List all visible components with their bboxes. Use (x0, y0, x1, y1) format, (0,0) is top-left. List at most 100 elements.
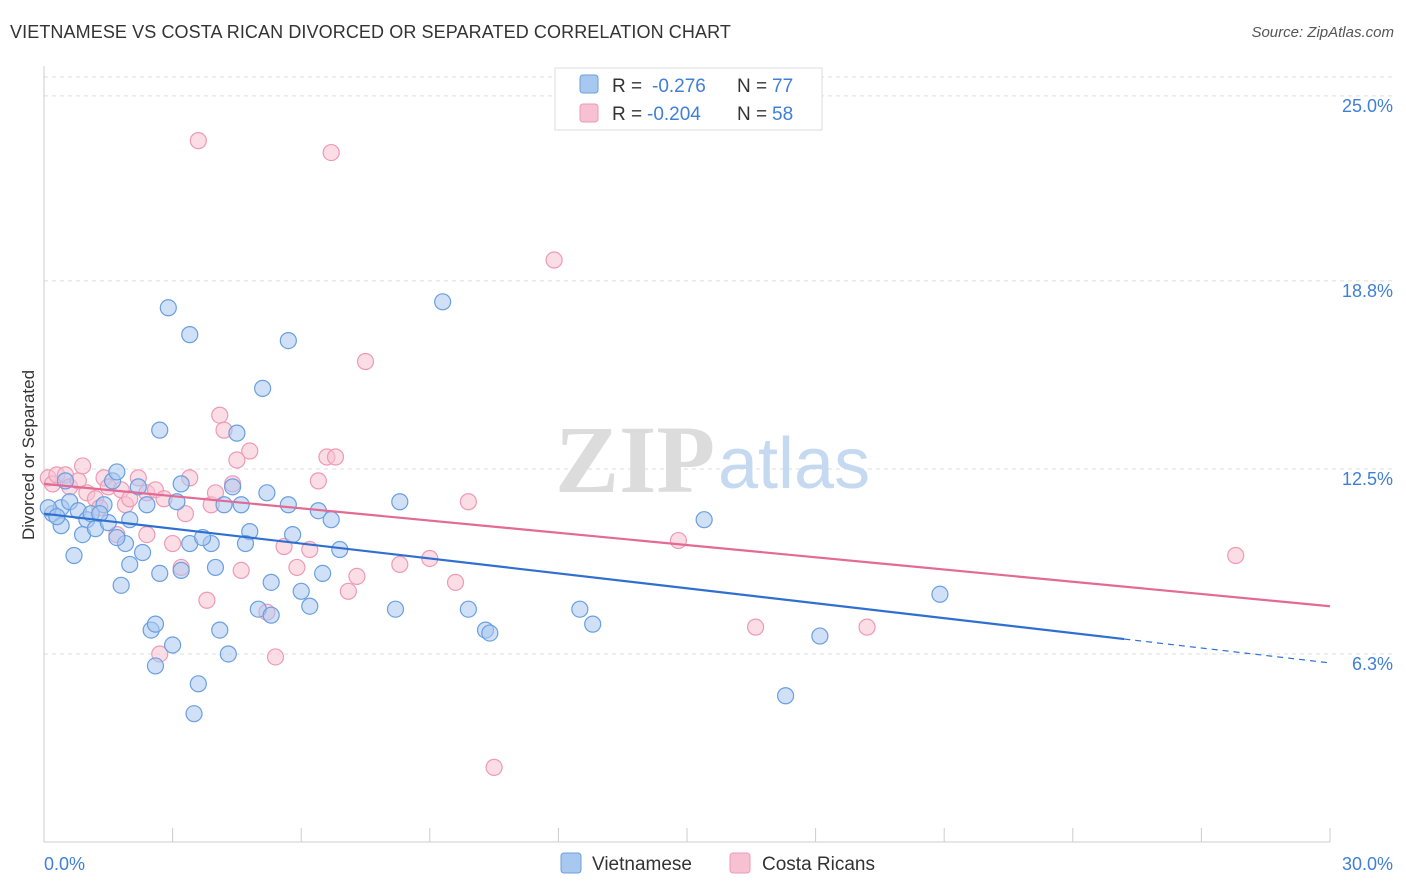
chart-title: VIETNAMESE VS COSTA RICAN DIVORCED OR SE… (10, 22, 731, 42)
watermark: ZIP atlas (555, 406, 870, 513)
vietnamese-trend-extension (1124, 638, 1331, 664)
vietnamese-point (584, 615, 602, 633)
vietnamese-point (695, 511, 713, 529)
costa-ricans-point (241, 442, 259, 460)
vietnamese-point (224, 478, 242, 496)
source-label: Source: ZipAtlas.com (1251, 24, 1394, 41)
legend-r-value-vietnamese: -0.276 (652, 76, 706, 97)
vietnamese-point (121, 555, 139, 574)
costa-ricans-point (391, 555, 409, 574)
costa-ricans-point (189, 132, 207, 150)
legend-n-label: N = (737, 104, 767, 125)
vietnamese-point (146, 657, 165, 675)
vietnamese-point (279, 332, 297, 350)
watermark-atlas: atlas (718, 424, 870, 504)
costa-ricans-point (356, 352, 375, 371)
vietnamese-point (172, 475, 190, 493)
costa-ricans-point (485, 758, 503, 776)
vietnamese-points (39, 293, 949, 723)
watermark-zip: ZIP (555, 406, 715, 513)
vietnamese-point (236, 534, 255, 553)
legend-r-label: R = (612, 76, 642, 97)
vietnamese-point (322, 511, 340, 529)
vietnamese-point (108, 528, 126, 547)
vietnamese-point (292, 582, 310, 600)
costa-ricans-point (176, 505, 195, 523)
costa-ricans-trend-line (43, 482, 1331, 608)
legend-r-label: R = (612, 104, 642, 125)
vietnamese-point (931, 585, 949, 603)
costa-ricans-point (858, 618, 876, 636)
vietnamese-point (151, 564, 169, 582)
y-axis-label: Divorced or Separated (19, 370, 38, 540)
y-tick-label: 18.8% (1342, 281, 1393, 301)
vietnamese-point (254, 379, 272, 397)
vietnamese-point (206, 558, 225, 577)
vietnamese-point (811, 627, 829, 645)
costa-ricans-point (746, 618, 765, 636)
vietnamese-point (314, 564, 332, 582)
vietnamese-point (211, 621, 229, 639)
costa-ricans-point (339, 582, 357, 600)
x-tick-labels: 0.0% 30.0% (44, 854, 1393, 874)
vietnamese-point (571, 600, 589, 618)
costa-ricans-point (138, 525, 156, 544)
bottom-legend-costa-ricans: Costa Ricans (762, 854, 875, 875)
costa-ricans-point (459, 493, 477, 511)
vietnamese-point (181, 326, 199, 344)
vietnamese-point (172, 561, 190, 580)
vietnamese-point (185, 705, 203, 723)
legend-n-value-costa-ricans: 58 (772, 104, 793, 125)
legend-box (554, 67, 823, 131)
costa-ricans-point (198, 591, 216, 609)
correlation-legend: R = -0.276 N = 77 R = -0.204 N = 58 (554, 67, 823, 131)
vietnamese-point (129, 478, 147, 496)
vietnamese-point (228, 424, 246, 442)
costa-ricans-point (228, 451, 246, 469)
legend-swatch-costa-ricans (579, 103, 599, 123)
vietnamese-point (434, 293, 452, 311)
y-tick-label: 25.0% (1342, 96, 1393, 116)
vietnamese-point (481, 624, 499, 642)
costa-ricans-point (348, 567, 366, 585)
vietnamese-point (776, 687, 795, 705)
costa-ricans-point (545, 251, 563, 269)
vietnamese-point (262, 573, 280, 591)
costa-ricans-point (669, 531, 688, 550)
y-tick-label: 12.5% (1342, 469, 1393, 489)
costa-ricans-point (1227, 546, 1245, 565)
vietnamese-point (301, 597, 319, 615)
vietnamese-point (65, 546, 83, 565)
vietnamese-point (138, 496, 156, 514)
costa-ricans-point (266, 648, 285, 666)
vietnamese-point (284, 525, 302, 544)
legend-n-label: N = (737, 76, 767, 97)
vietnamese-point (108, 463, 126, 481)
bottom-legend-vietnamese: Vietnamese (592, 854, 692, 875)
costa-ricans-point (288, 558, 306, 577)
trend-lines (43, 482, 1331, 664)
series-legend: Vietnamese Costa Ricans (560, 852, 875, 875)
vietnamese-point (232, 496, 250, 514)
vietnamese-point (279, 496, 297, 514)
costa-ricans-point (326, 448, 345, 466)
axes (43, 66, 1331, 843)
vietnamese-point (112, 576, 130, 594)
vietnamese-point (164, 636, 182, 654)
costa-ricans-point (446, 573, 465, 591)
vietnamese-trend-line (43, 512, 1125, 641)
legend-r-value-costa-ricans: -0.204 (647, 104, 701, 125)
x-tick-label-min: 0.0% (44, 854, 85, 874)
y-tick-labels: 6.3% 12.5% 18.8% 25.0% (1342, 96, 1393, 674)
vietnamese-point (133, 543, 152, 562)
vietnamese-point (159, 299, 177, 317)
vietnamese-point (151, 421, 169, 439)
y-tick-label: 6.3% (1352, 654, 1393, 674)
vietnamese-point (219, 645, 237, 663)
costa-ricans-point (164, 534, 182, 553)
costa-ricans-point (309, 472, 327, 490)
bottom-legend-swatch-costa-ricans (729, 852, 751, 874)
bottom-legend-swatch-vietnamese (560, 852, 582, 874)
costa-ricans-point (121, 490, 139, 508)
